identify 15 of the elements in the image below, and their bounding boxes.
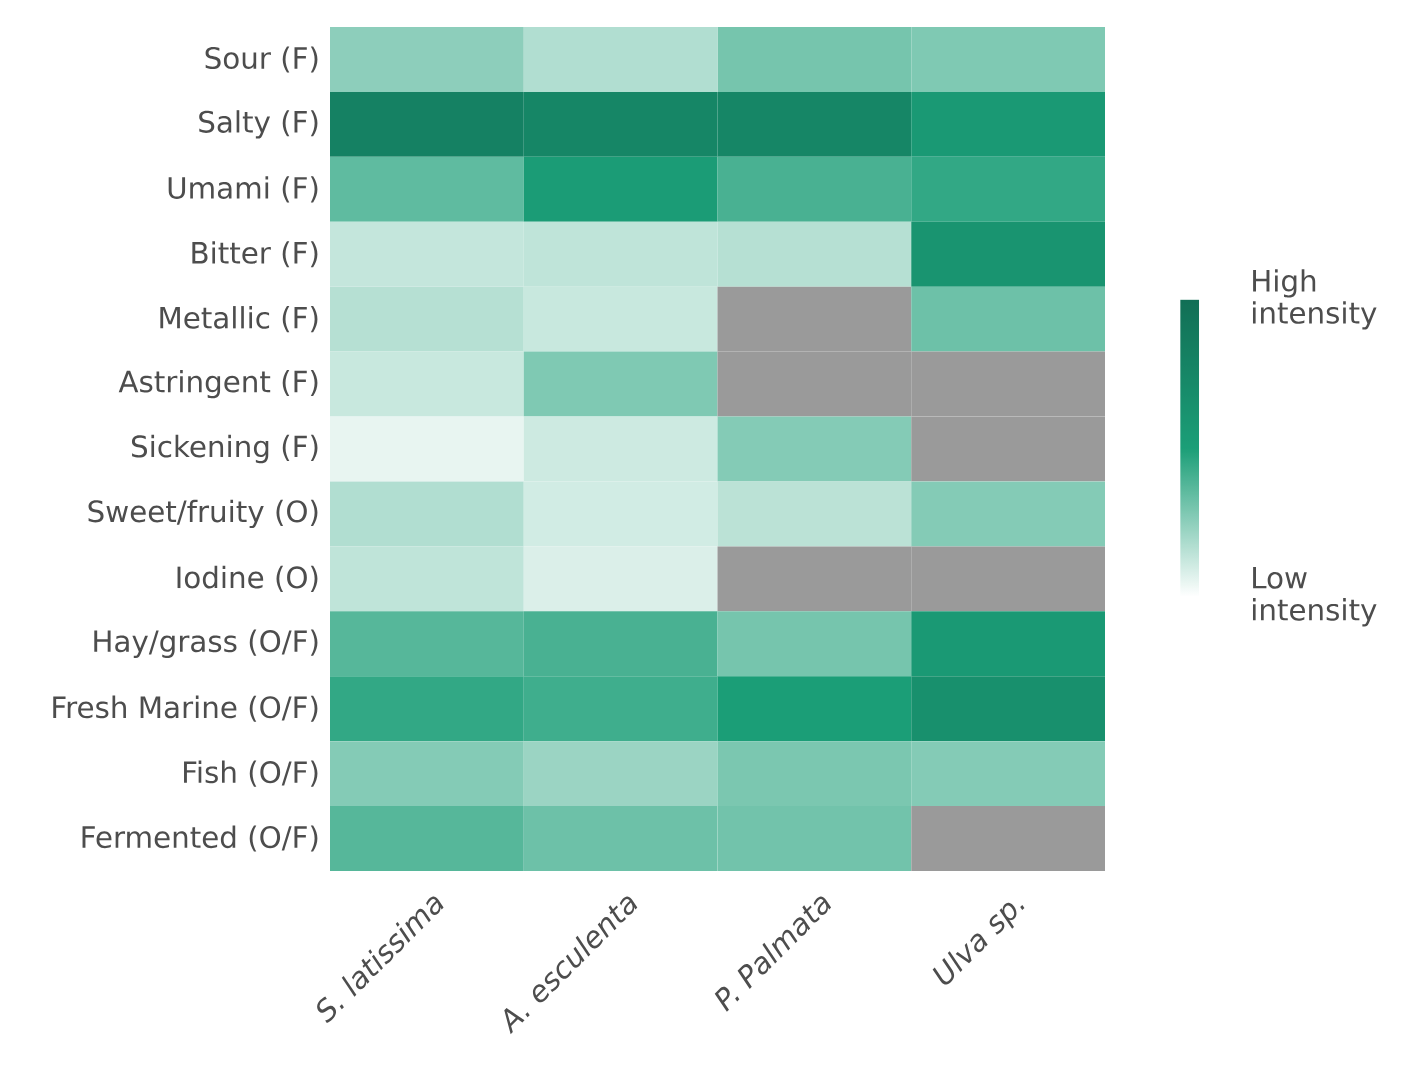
color-bar-label: High intensity bbox=[1252, 269, 1377, 330]
y-tick-label: Bitter (F) bbox=[192, 241, 318, 268]
y-tick-label: Hay/grass (O/F) bbox=[94, 629, 318, 658]
y-tick-label: Fermented (O/F) bbox=[82, 825, 318, 852]
y-tick-label: Sickening (F) bbox=[131, 434, 318, 464]
y-tick-label: Sour (F) bbox=[205, 46, 318, 73]
y-tick-label: Metallic (F) bbox=[160, 306, 318, 333]
y-tick-label: Salty (F) bbox=[199, 110, 318, 139]
y-tick-label: Iodine (O) bbox=[177, 565, 318, 592]
color-bar-label: Low intensity bbox=[1252, 566, 1377, 627]
y-tick-label: Umami (F) bbox=[168, 176, 318, 203]
y-tick-label: Sweet/fruity (O) bbox=[88, 499, 318, 529]
y-tick-label: Fish (O/F) bbox=[184, 760, 318, 787]
y-tick-label: Astringent (F) bbox=[118, 369, 318, 399]
y-tick-label: Fresh Marine (O/F) bbox=[53, 695, 318, 722]
